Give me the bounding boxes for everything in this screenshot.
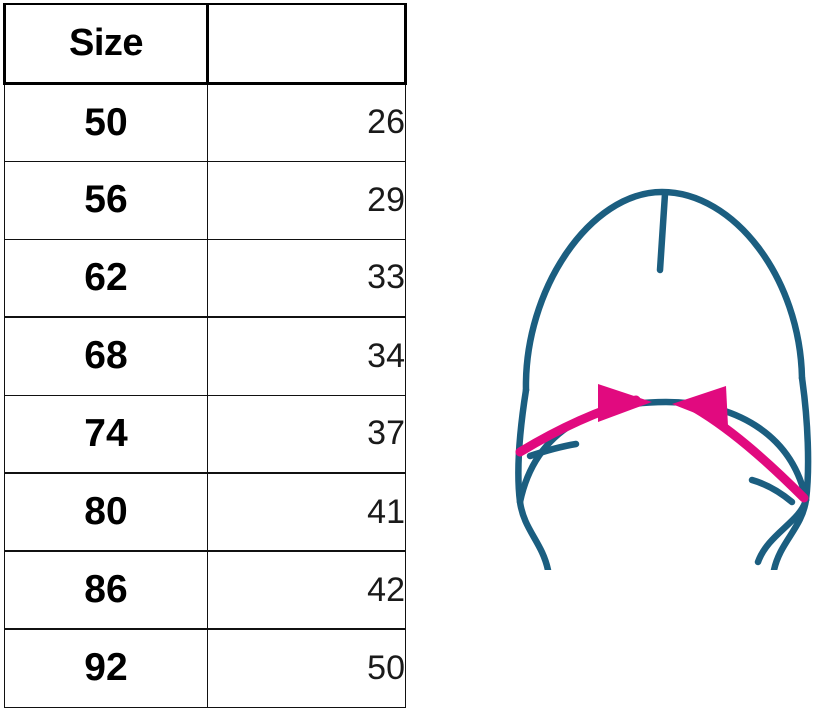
hat-measurement-illustration: [480, 150, 814, 570]
column-header-size: Size: [3, 3, 209, 85]
cell-value: 37: [207, 394, 406, 474]
measure-arrow-left-head: [598, 384, 652, 422]
cell-size: 56: [4, 160, 208, 240]
table-header-row: Size: [3, 3, 407, 85]
measure-arrow-right-head: [672, 386, 728, 426]
measure-arrow-double-headed: [515, 384, 809, 503]
table-row: 50 26: [4, 82, 406, 162]
cell-value: 33: [207, 238, 406, 318]
cell-value: 42: [207, 550, 406, 630]
column-header-size-label: Size: [68, 21, 144, 64]
cell-value: 34: [207, 316, 406, 396]
cell-value: 50: [207, 628, 406, 708]
column-header-value: [207, 3, 407, 85]
cell-value: 29: [207, 160, 406, 240]
cell-value: 26: [207, 82, 406, 162]
hat-right-tie: [754, 496, 810, 566]
hat-diagram-svg: [515, 188, 812, 570]
cell-size: 62: [4, 238, 208, 318]
table-row: 62 33: [4, 238, 406, 318]
hat-seam-mark-left: [526, 440, 580, 460]
cell-size: 86: [4, 550, 208, 630]
size-chart-table-container: Size 50 26 56 29 62 33 68 34: [3, 3, 407, 709]
hat-seam-mark-right: [748, 476, 796, 506]
hat-left-side: [515, 386, 552, 570]
table-row: 68 34: [4, 316, 406, 396]
table-row: 86 42: [4, 550, 406, 630]
cell-size: 68: [4, 316, 208, 396]
table-row: 80 41: [4, 472, 406, 552]
table-row: 74 37: [4, 394, 406, 474]
table-row: 56 29: [4, 160, 406, 240]
cell-size: 74: [4, 394, 208, 474]
cell-value: 41: [207, 472, 406, 552]
cell-size: 80: [4, 472, 208, 552]
hat-brim-outline: [516, 398, 810, 506]
cell-size: 50: [4, 82, 208, 162]
cell-size: 92: [4, 628, 208, 708]
hat-crown-outline: [522, 188, 806, 394]
table-row: 92 50: [4, 628, 406, 708]
size-chart-table: Size 50 26 56 29 62 33 68 34: [3, 3, 407, 708]
hat-crown-seam: [656, 190, 669, 274]
size-chart-body: Size 50 26 56 29 62 33 68 34: [3, 3, 407, 708]
